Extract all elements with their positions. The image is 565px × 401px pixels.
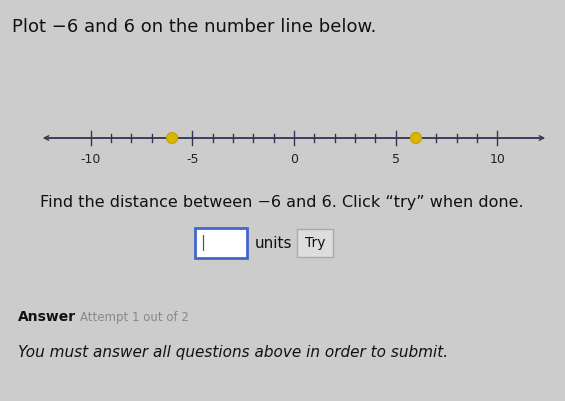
Text: Answer: Answer <box>18 310 76 324</box>
Text: units: units <box>255 235 293 251</box>
FancyBboxPatch shape <box>297 229 333 257</box>
Text: |: | <box>200 235 205 251</box>
Text: 10: 10 <box>489 153 505 166</box>
Text: -5: -5 <box>186 153 199 166</box>
Text: Find the distance between −6 and 6. Click “try” when done.: Find the distance between −6 and 6. Clic… <box>40 195 524 210</box>
FancyBboxPatch shape <box>195 228 247 258</box>
Text: You must answer all questions above in order to submit.: You must answer all questions above in o… <box>18 345 448 360</box>
Circle shape <box>167 132 177 144</box>
Text: Plot −6 and 6 on the number line below.: Plot −6 and 6 on the number line below. <box>12 18 376 36</box>
Text: 0: 0 <box>290 153 298 166</box>
Text: Try: Try <box>305 236 325 250</box>
Circle shape <box>410 132 421 144</box>
Text: -10: -10 <box>81 153 101 166</box>
Text: 5: 5 <box>392 153 399 166</box>
Text: Attempt 1 out of 2: Attempt 1 out of 2 <box>80 311 189 324</box>
